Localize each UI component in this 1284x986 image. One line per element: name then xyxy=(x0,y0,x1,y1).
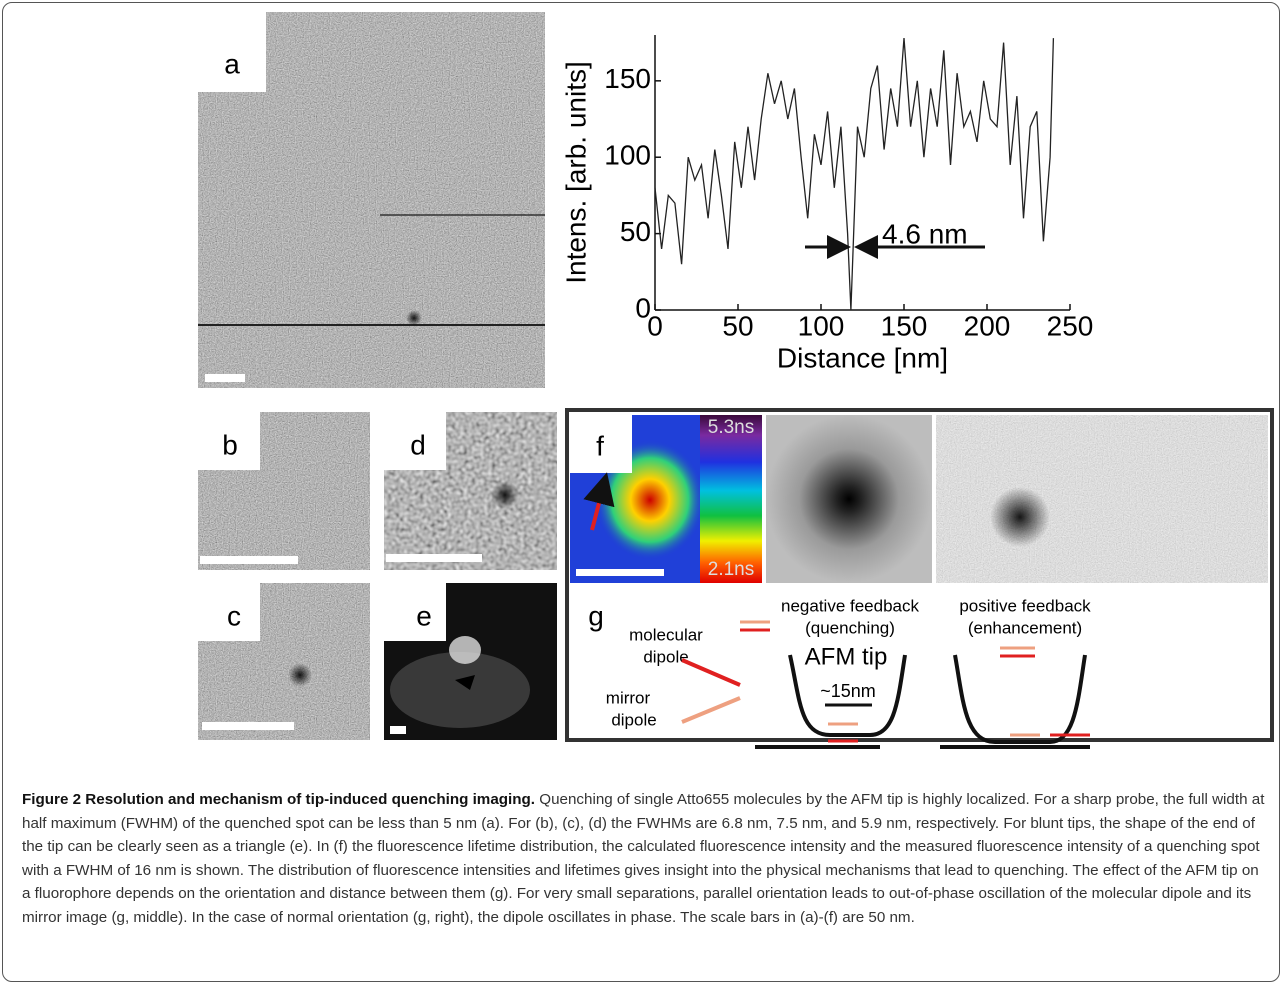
scale-bar xyxy=(576,569,664,576)
triangle xyxy=(455,675,475,690)
panel-fg: f 5.3ns 2.1ns g molecular dipole mirror … xyxy=(565,408,1274,749)
spot xyxy=(491,481,519,509)
x-tick-label: 150 xyxy=(881,310,928,341)
panel-b: b xyxy=(198,412,370,570)
scale-bar xyxy=(386,554,482,562)
halo xyxy=(449,636,481,664)
colorbar xyxy=(700,415,762,583)
panel-label: b xyxy=(222,429,238,460)
panel-label: a xyxy=(224,48,240,79)
calculated-image xyxy=(766,415,932,583)
annotation: 4.6 nm xyxy=(882,218,968,249)
x-tick-label: 100 xyxy=(798,310,845,341)
panel-c: c xyxy=(198,583,370,740)
colorbar-max: 5.3ns xyxy=(708,417,754,438)
colorbar-min: 2.1ns xyxy=(708,559,754,580)
diagram-label: negative feedback xyxy=(781,596,919,615)
scale-bar xyxy=(200,556,298,564)
arrow xyxy=(583,472,615,531)
diagram-label: (quenching) xyxy=(805,618,895,637)
x-tick-label: 0 xyxy=(647,310,663,341)
y-tick-label: 50 xyxy=(620,216,651,247)
measured-image xyxy=(936,415,1268,583)
scale-bar xyxy=(390,726,406,734)
halo xyxy=(390,652,530,728)
line xyxy=(654,38,1055,311)
label-box xyxy=(198,412,260,470)
scale-bar xyxy=(202,722,294,730)
diagram-label: AFM tip xyxy=(805,643,888,670)
y-tick-label: 150 xyxy=(604,63,651,94)
label-box xyxy=(384,412,446,470)
y-axis-label: Intens. [arb. units] xyxy=(560,61,591,284)
panel-e: e xyxy=(384,583,557,740)
diagram-label: mirror xyxy=(606,688,651,707)
label-box xyxy=(384,583,446,641)
panel-d: d xyxy=(384,412,557,570)
panel-label: d xyxy=(410,429,426,460)
dipole-arrow xyxy=(681,696,741,724)
diagram-label: molecular xyxy=(629,625,703,644)
figure: a b d c e f 5.3ns 2.1ns g molecular dipo… xyxy=(198,12,1274,749)
y-tick-label: 0 xyxy=(635,292,651,323)
tip xyxy=(953,654,1087,744)
caption-text: Quenching of single Atto655 molecules by… xyxy=(22,791,1265,926)
caption-title: Figure 2 Resolution and mechanism of tip… xyxy=(22,791,536,808)
panel-label: f xyxy=(596,430,604,461)
diagram-label: dipole xyxy=(611,710,656,729)
panel-label: e xyxy=(416,600,432,631)
label-box xyxy=(570,415,632,473)
scale-bar xyxy=(205,374,245,382)
x-tick-label: 250 xyxy=(1047,310,1094,341)
spot xyxy=(288,663,312,687)
caption: Figure 2 Resolution and mechanism of tip… xyxy=(22,788,1267,929)
plot: 0 50 100 150 0 50 100 150 200 250 Distance [nm] Int… xyxy=(560,35,1093,373)
panel-label: c xyxy=(227,600,241,631)
spot xyxy=(406,310,422,326)
x-axis-label: Distance [nm] xyxy=(777,342,948,373)
panel-label: g xyxy=(588,600,604,631)
x-tick-label: 200 xyxy=(964,310,1011,341)
diagram-label: positive feedback xyxy=(959,596,1091,615)
spot xyxy=(990,487,1050,547)
tip xyxy=(788,654,907,737)
diagram-label: ~15nm xyxy=(820,681,876,701)
y-tick-label: 100 xyxy=(604,140,651,171)
x-tick-label: 50 xyxy=(722,310,753,341)
diagram-label: (enhancement) xyxy=(968,618,1082,637)
label-box xyxy=(198,12,266,92)
diagram-label: dipole xyxy=(643,647,688,666)
panel-a: a xyxy=(198,12,545,388)
label-box xyxy=(198,583,260,641)
dipole-arrow xyxy=(681,658,741,687)
